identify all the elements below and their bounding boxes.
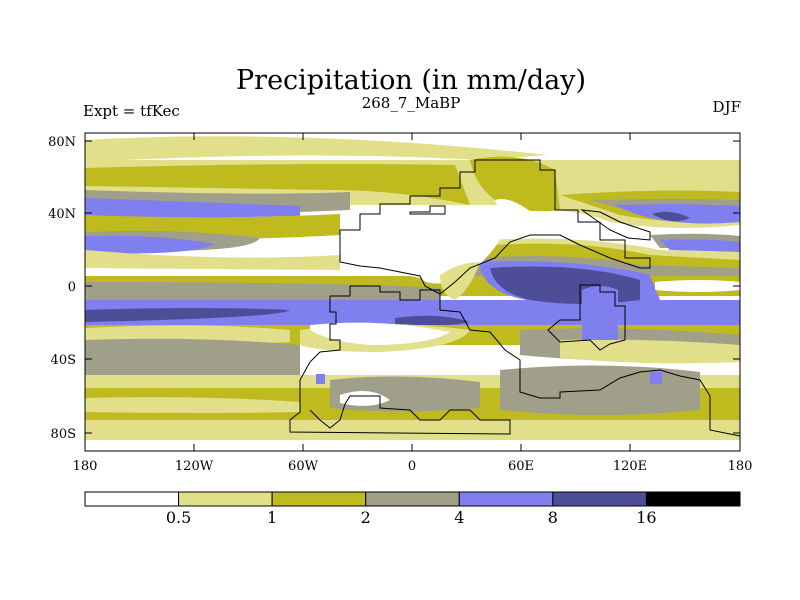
colorbar-label: 8 (548, 508, 558, 527)
period-label: 268_7_MaBP (362, 94, 461, 112)
x-tick-label: 60E (508, 459, 534, 474)
x-axis (84, 133, 741, 451)
season-label: DJF (713, 98, 741, 116)
x-tick-label: 120W (175, 459, 214, 474)
colorbar-label: 0.5 (166, 508, 191, 527)
y-tick-label: 40N (48, 207, 76, 222)
colorbar-label: 16 (636, 508, 656, 527)
y-tick-label: 80S (51, 427, 76, 442)
x-tick-label: 120E (613, 459, 647, 474)
y-tick-label: 0 (68, 280, 76, 295)
colorbar-swatch (84, 491, 180, 507)
y-axis (85, 140, 740, 434)
precipitation-field (85, 133, 740, 451)
colorbar-swatch (178, 491, 273, 507)
colorbar: 0.5 1 2 4 8 16 (84, 491, 741, 527)
colorbar-label: 2 (361, 508, 371, 527)
colorbar-label: 1 (267, 508, 277, 527)
colorbar-swatch (645, 491, 741, 507)
colorbar-swatch (271, 491, 367, 507)
colorbar-swatch (552, 491, 647, 507)
x-tick-label: 180 (73, 459, 98, 474)
x-tick-label: 180 (728, 459, 753, 474)
continent-outlines (289, 159, 741, 437)
map-title: Precipitation (in mm/day) (236, 65, 586, 96)
x-tick-label: 60W (288, 459, 319, 474)
y-tick-label: 80N (48, 135, 76, 150)
x-tick-label: 0 (408, 459, 416, 474)
colorbar-swatch (365, 491, 460, 507)
experiment-label: Expt = tfKec (83, 102, 180, 120)
colorbar-swatch (458, 491, 554, 507)
colorbar-label: 4 (454, 508, 464, 527)
y-tick-label: 40S (51, 353, 76, 368)
